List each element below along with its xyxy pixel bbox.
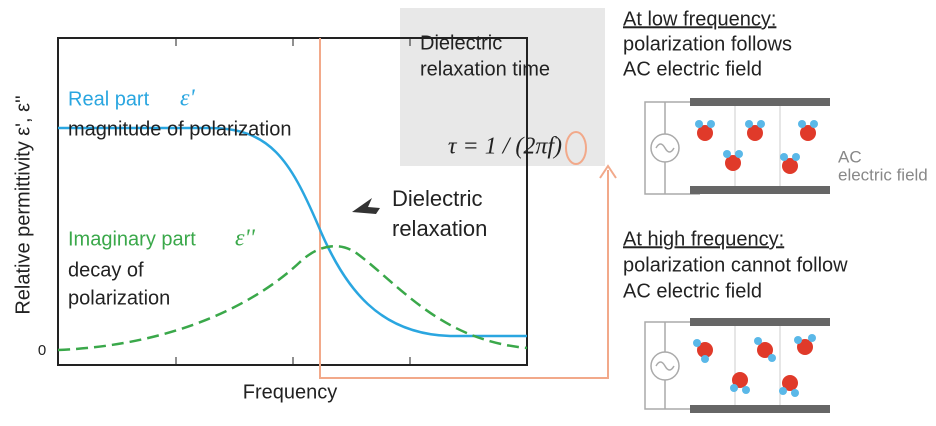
panel-heading: At high frequency:	[623, 228, 784, 250]
panel-text: polarization cannot follow	[623, 254, 848, 276]
panel-heading: At low frequency:	[623, 8, 776, 30]
panel-text: AC electric field	[623, 58, 762, 80]
imaginary-description: decay of	[68, 259, 144, 281]
box-text: Dielectric	[420, 32, 502, 54]
imaginary-curve	[57, 244, 528, 352]
imaginary-description: polarization	[68, 287, 170, 309]
highlight-circle	[565, 131, 587, 165]
field-label: electric field	[838, 165, 928, 184]
minor-ticks	[175, 38, 411, 365]
field-label: AC	[838, 147, 862, 166]
real-curve	[58, 126, 527, 338]
panel-text: polarization follows	[623, 33, 792, 55]
real-description: magnitude of polarization	[68, 118, 291, 140]
real-label: Real part	[68, 88, 150, 110]
x-axis-label: Frequency	[243, 381, 338, 403]
relaxation-arrow	[352, 198, 380, 214]
relaxation-label: Dielectric	[392, 186, 482, 211]
imaginary-label: Imaginary part	[68, 228, 196, 250]
capacitor-low	[644, 98, 830, 195]
panel-text: AC electric field	[623, 280, 762, 302]
y-axis-label: Relative permittivity ε', ε''	[12, 95, 34, 314]
capacitor-high	[644, 318, 830, 413]
guide-line	[319, 38, 609, 379]
formula: τ = 1 / (2πf)	[448, 134, 562, 160]
box-text: relaxation time	[420, 58, 550, 80]
formula-box	[400, 8, 605, 166]
real-symbol: ε'	[180, 86, 195, 112]
y-zero-label: 0	[38, 342, 46, 359]
imaginary-symbol: ε''	[235, 226, 256, 252]
relaxation-label: relaxation	[392, 216, 487, 241]
guide-arrow	[599, 164, 617, 179]
